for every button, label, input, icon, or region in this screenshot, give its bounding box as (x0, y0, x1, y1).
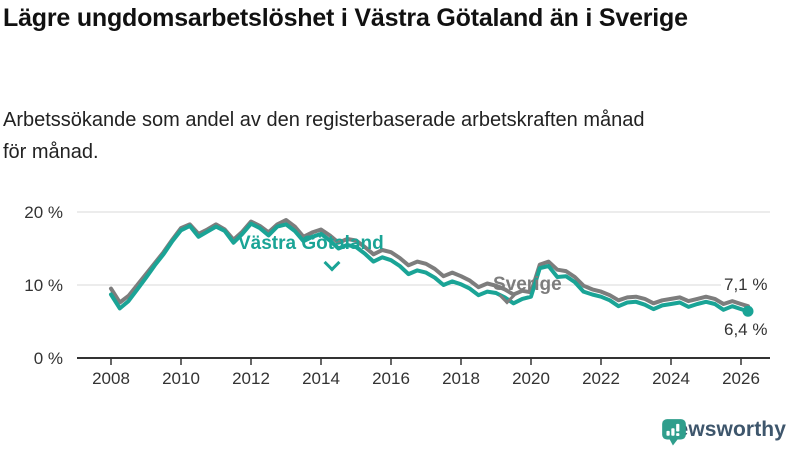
chart-title: Lägre ungdomsarbetslöshet i Västra Götal… (3, 4, 688, 32)
newsworthy-logo-icon (662, 419, 687, 446)
svg-text:20 %: 20 % (24, 203, 63, 222)
brand-name: Newsworthy (661, 418, 786, 441)
series-label-sverige: Sverige (493, 274, 562, 295)
svg-text:2010: 2010 (162, 369, 200, 388)
svg-text:2016: 2016 (372, 369, 410, 388)
svg-text:2024: 2024 (652, 369, 690, 388)
branding-footer: Newsworthy (661, 418, 786, 446)
end-value-vastra-gotaland: 6,4 % (721, 320, 771, 340)
svg-text:2022: 2022 (582, 369, 620, 388)
svg-text:2020: 2020 (512, 369, 550, 388)
svg-text:2014: 2014 (302, 369, 340, 388)
svg-text:0 %: 0 % (34, 349, 63, 368)
svg-text:2018: 2018 (442, 369, 480, 388)
end-value-sverige: 7,1 % (721, 275, 771, 295)
svg-text:2008: 2008 (92, 369, 130, 388)
svg-text:2026: 2026 (722, 369, 760, 388)
series-label-vastra-gotaland: Västra Götaland (238, 233, 384, 254)
svg-text:10 %: 10 % (24, 276, 63, 295)
svg-text:2012: 2012 (232, 369, 270, 388)
chart-subtitle: Arbetssökande som andel av den registerb… (3, 109, 645, 164)
